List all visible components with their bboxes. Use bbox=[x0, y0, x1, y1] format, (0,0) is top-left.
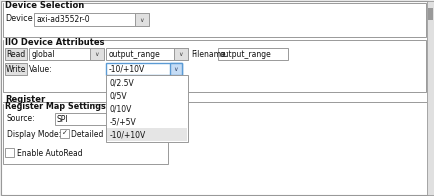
Text: Enable AutoRead: Enable AutoRead bbox=[17, 149, 82, 158]
Text: Read: Read bbox=[7, 50, 26, 58]
Bar bbox=[90, 48, 104, 60]
Bar bbox=[106, 75, 187, 142]
Bar bbox=[427, 8, 432, 20]
Text: output_range: output_range bbox=[109, 50, 161, 59]
Text: -5/+5V: -5/+5V bbox=[110, 117, 136, 126]
Text: Filename:: Filename: bbox=[191, 50, 227, 59]
Text: SPI: SPI bbox=[57, 115, 69, 124]
Bar bbox=[4, 39, 92, 44]
Bar bbox=[34, 13, 149, 26]
Text: Register Map Settings: Register Map Settings bbox=[5, 102, 105, 111]
Text: Device: Device bbox=[5, 14, 33, 23]
Text: ∨: ∨ bbox=[178, 52, 183, 57]
Text: IIO Device Attributes: IIO Device Attributes bbox=[5, 38, 104, 47]
Bar bbox=[107, 128, 187, 141]
Text: Device Selection: Device Selection bbox=[5, 1, 84, 10]
Text: Detailed Re: Detailed Re bbox=[71, 130, 115, 139]
Text: 0/2.5V: 0/2.5V bbox=[110, 78, 135, 87]
Bar bbox=[106, 63, 181, 75]
Text: ∨: ∨ bbox=[173, 66, 178, 72]
Bar bbox=[106, 48, 187, 60]
Text: output_range: output_range bbox=[220, 50, 271, 59]
Text: -10/+10V: -10/+10V bbox=[109, 65, 145, 74]
Bar bbox=[174, 48, 187, 60]
Bar bbox=[5, 148, 14, 157]
Bar bbox=[3, 104, 168, 164]
Text: ∨: ∨ bbox=[95, 52, 99, 57]
Text: Register: Register bbox=[5, 95, 45, 104]
Bar bbox=[4, 103, 94, 108]
Bar bbox=[55, 113, 110, 125]
Text: 0/10V: 0/10V bbox=[110, 104, 132, 113]
Bar bbox=[217, 48, 287, 60]
Bar bbox=[170, 63, 181, 75]
Bar bbox=[3, 40, 425, 92]
Bar bbox=[29, 48, 104, 60]
Bar bbox=[5, 48, 27, 60]
Text: -10/+10V: -10/+10V bbox=[110, 130, 146, 139]
Bar bbox=[3, 3, 425, 37]
Text: ✓: ✓ bbox=[62, 131, 67, 136]
Text: global: global bbox=[32, 50, 56, 59]
Bar bbox=[3, 95, 425, 100]
Text: ∨: ∨ bbox=[139, 17, 144, 23]
Bar bbox=[60, 129, 69, 138]
Bar bbox=[4, 2, 76, 7]
Text: Source:: Source: bbox=[7, 114, 36, 123]
Bar bbox=[426, 1, 433, 195]
Bar bbox=[5, 63, 27, 75]
Text: axi-ad3552r-0: axi-ad3552r-0 bbox=[37, 15, 90, 24]
Text: Write: Write bbox=[6, 64, 26, 74]
Text: 0/5V: 0/5V bbox=[110, 91, 127, 100]
Text: Display Mode:: Display Mode: bbox=[7, 130, 61, 139]
Text: Value:: Value: bbox=[29, 65, 53, 74]
Bar bbox=[135, 13, 149, 26]
